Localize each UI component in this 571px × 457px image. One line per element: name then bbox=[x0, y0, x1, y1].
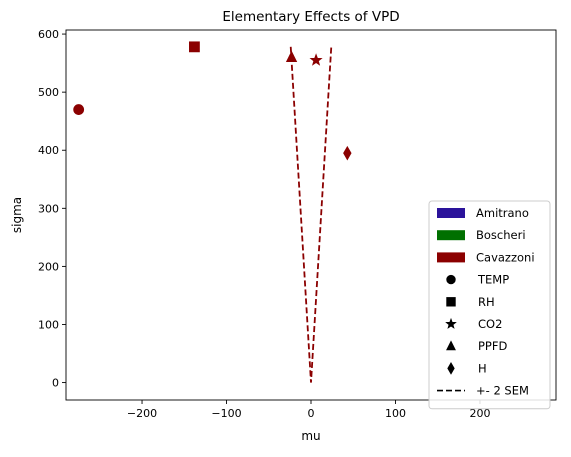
legend-patch-boscheri bbox=[437, 230, 465, 241]
legend-marker-co2 bbox=[445, 317, 457, 329]
legend-label-2-sem: +- 2 SEM bbox=[476, 384, 529, 398]
legend-label-co2: CO2 bbox=[478, 317, 502, 331]
legend-label-amitrano: Amitrano bbox=[476, 206, 529, 220]
legend-marker-rh bbox=[446, 297, 456, 307]
y-tick-label: 200 bbox=[38, 260, 59, 273]
legend-marker-h bbox=[447, 362, 455, 375]
x-tick-label: 100 bbox=[385, 407, 406, 420]
y-tick-label: 0 bbox=[52, 377, 59, 390]
y-axis-label: sigma bbox=[10, 197, 24, 233]
legend-label-boscheri: Boscheri bbox=[476, 228, 526, 242]
sem-line-cavazzoni bbox=[289, 46, 333, 383]
legend-label-h: H bbox=[478, 361, 487, 375]
point-ppfd bbox=[285, 50, 298, 62]
legend-marker-ppfd bbox=[446, 340, 456, 351]
point-h bbox=[343, 145, 352, 161]
y-tick-label: 500 bbox=[38, 86, 59, 99]
legend-label-cavazzoni: Cavazzoni bbox=[476, 250, 535, 264]
legend-patch-amitrano bbox=[437, 208, 465, 218]
legend-label-rh: RH bbox=[478, 295, 495, 309]
x-axis-label: mu bbox=[301, 429, 320, 443]
point-co2 bbox=[309, 53, 323, 66]
x-tick-label: 200 bbox=[469, 407, 490, 420]
legend-patch-cavazzoni bbox=[437, 252, 465, 263]
plot-area bbox=[73, 41, 352, 383]
y-tick-label: 100 bbox=[38, 318, 59, 331]
point-rh bbox=[189, 41, 200, 53]
legend-label-temp: TEMP bbox=[477, 273, 509, 287]
y-tick-label: 300 bbox=[38, 202, 59, 215]
x-tick-label: 0 bbox=[308, 407, 315, 420]
legend-label-ppfd: PPFD bbox=[478, 339, 507, 353]
chart-title: Elementary Effects of VPD bbox=[222, 9, 399, 25]
axis-ticks: −200 −100 0 100 200 0 100 200 300 400 500 600 bbox=[38, 28, 490, 420]
x-tick-label: −100 bbox=[211, 407, 241, 420]
y-tick-label: 600 bbox=[38, 28, 59, 41]
legend: Amitrano Boscheri Cavazzoni TEMP RH CO2 PPFD H +… bbox=[428, 200, 551, 410]
legend-marker-temp bbox=[446, 274, 456, 285]
y-tick-label: 400 bbox=[38, 144, 59, 157]
x-tick-label: −200 bbox=[127, 407, 157, 420]
point-temp bbox=[73, 104, 85, 115]
